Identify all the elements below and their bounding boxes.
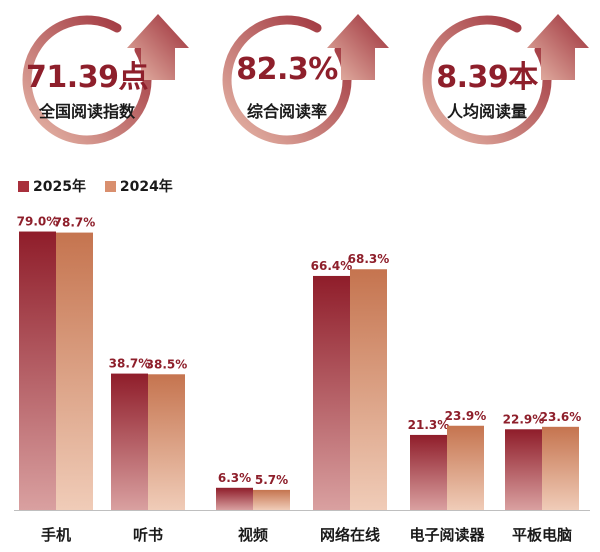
legend-swatch xyxy=(18,180,29,192)
bar-2025-5 xyxy=(505,429,542,510)
ring-arrow-icon xyxy=(222,14,389,145)
bar-2025-4 xyxy=(410,434,447,510)
bar-2024-1 xyxy=(148,374,185,510)
stat-value: 71.39点 xyxy=(26,60,148,95)
x-tick-label: 电子阅读器 xyxy=(409,526,485,544)
up-arrow-icon xyxy=(127,14,189,80)
bar-data-label: 38.5% xyxy=(146,357,188,371)
x-tick-label: 手机 xyxy=(41,526,71,544)
stat-label: 人均阅读量 xyxy=(446,102,527,121)
bar-2025-2 xyxy=(216,487,253,510)
legend-swatch xyxy=(104,180,116,192)
bar-data-label: 22.9% xyxy=(503,412,545,426)
x-tick-label: 视频 xyxy=(238,526,268,544)
x-tick-label: 听书 xyxy=(133,526,163,544)
ring-arrow-icon xyxy=(422,14,589,145)
bar-2025-0 xyxy=(19,231,56,510)
bar-2024-5 xyxy=(542,426,579,510)
up-arrow-icon xyxy=(527,14,589,80)
stat-value: 82.3% xyxy=(236,52,338,87)
stat-label: 全国阅读指数 xyxy=(38,102,135,121)
ring-arc xyxy=(222,15,352,145)
ring-arrow-icon xyxy=(22,14,189,145)
bar-data-label: 23.6% xyxy=(540,410,582,424)
chart-legend: 2025年 2024年 xyxy=(18,176,187,196)
bar-2025-3 xyxy=(313,275,350,510)
x-tick-label: 平板电脑 xyxy=(512,526,572,544)
bar-data-label: 79.0% xyxy=(17,215,59,229)
legend-label: 2025年 xyxy=(33,179,86,195)
bar-2024-2 xyxy=(253,489,290,510)
bar-2024-0 xyxy=(56,232,93,510)
stat-reading-index: 71.39点 全国阅读指数 xyxy=(12,8,202,148)
bar-2025-1 xyxy=(111,373,148,510)
stat-reading-rate: 82.3% 综合阅读率 xyxy=(212,8,402,148)
bar-data-label: 23.9% xyxy=(445,409,487,423)
stat-books-per-capita: 8.39本 人均阅读量 xyxy=(412,8,600,148)
stat-label: 综合阅读率 xyxy=(246,102,327,121)
bar-data-label: 78.7% xyxy=(54,216,96,230)
legend-item-2025: 2025年 xyxy=(18,176,86,196)
stat-value: 8.39本 xyxy=(436,60,538,95)
bar-data-label: 66.4% xyxy=(311,259,353,273)
up-arrow-icon xyxy=(327,14,389,80)
bar-data-label: 21.3% xyxy=(408,418,450,432)
bar-data-label: 5.7% xyxy=(255,473,288,487)
ring-arc xyxy=(22,15,152,145)
bar-chart: 79.0% 38.7% 6.3% 66.4% 21.3% 22.9% 78.7% 38.5% 5… xyxy=(14,215,590,544)
bar-2024-4 xyxy=(447,425,484,510)
bar-data-label: 6.3% xyxy=(218,471,251,485)
bar-data-label: 68.3% xyxy=(348,252,390,266)
bar-data-label: 38.7% xyxy=(109,357,151,371)
x-tick-label: 网络在线 xyxy=(320,526,380,544)
legend-item-2024: 2024年 xyxy=(104,176,173,196)
bar-2024-3 xyxy=(350,269,387,510)
legend-label: 2024年 xyxy=(119,179,173,195)
ring-arc xyxy=(422,15,552,145)
